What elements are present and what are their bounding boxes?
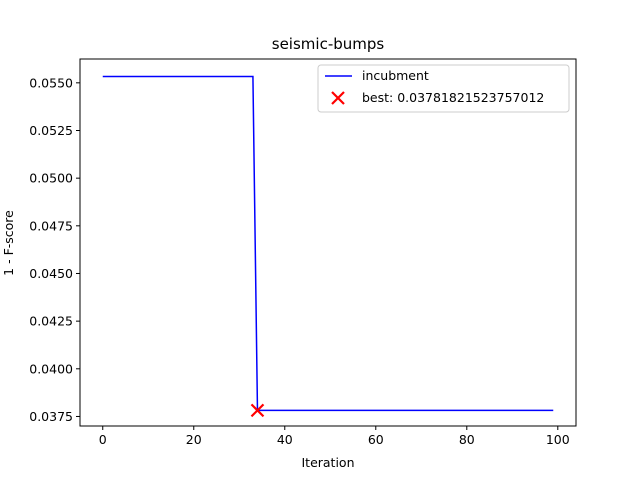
y-tick-label: 0.0425: [29, 314, 73, 329]
legend-best-marker-swatch: [331, 91, 345, 105]
axes-frame: [79, 58, 577, 427]
y-tick-label: 0.0550: [29, 75, 73, 90]
x-tick-label: 20: [186, 432, 202, 447]
chart-title: seismic-bumps: [272, 35, 385, 53]
best-marker-stroke: [250, 403, 265, 418]
plot-area: [102, 75, 554, 418]
legend-box: [317, 64, 570, 113]
y-axis-ticks: 0.0375 0.0400 0.0425 0.0450 0.0475 0.0500 0.05…: [29, 75, 80, 424]
x-tick-label: 40: [277, 432, 293, 447]
x-tick-label: 60: [368, 432, 384, 447]
y-axis-label: 1 - F-score: [1, 210, 16, 276]
axes: [79, 58, 577, 427]
best-marker: [250, 403, 265, 418]
x-axis-ticks: 0 20 40 60 80 100: [99, 426, 570, 447]
y-tick-label: 0.0500: [29, 171, 73, 186]
legend-series-label: incubment: [362, 68, 429, 83]
x-axis-label: Iteration: [301, 455, 354, 470]
series-line-incubment: [102, 75, 554, 412]
legend-best-label: best: 0.03781821523757012: [362, 90, 544, 105]
x-tick-label: 0: [99, 432, 107, 447]
y-tick-label: 0.0475: [29, 218, 73, 233]
x-tick-label: 80: [459, 432, 475, 447]
x-tick-label: 100: [546, 432, 570, 447]
y-tick-label: 0.0375: [29, 409, 73, 424]
y-tick-label: 0.0400: [29, 361, 73, 376]
legend: incubment best: 0.03781821523757012: [317, 64, 570, 113]
y-tick-label: 0.0450: [29, 266, 73, 281]
legend-marker-stroke: [331, 91, 345, 105]
y-tick-label: 0.0525: [29, 123, 73, 138]
